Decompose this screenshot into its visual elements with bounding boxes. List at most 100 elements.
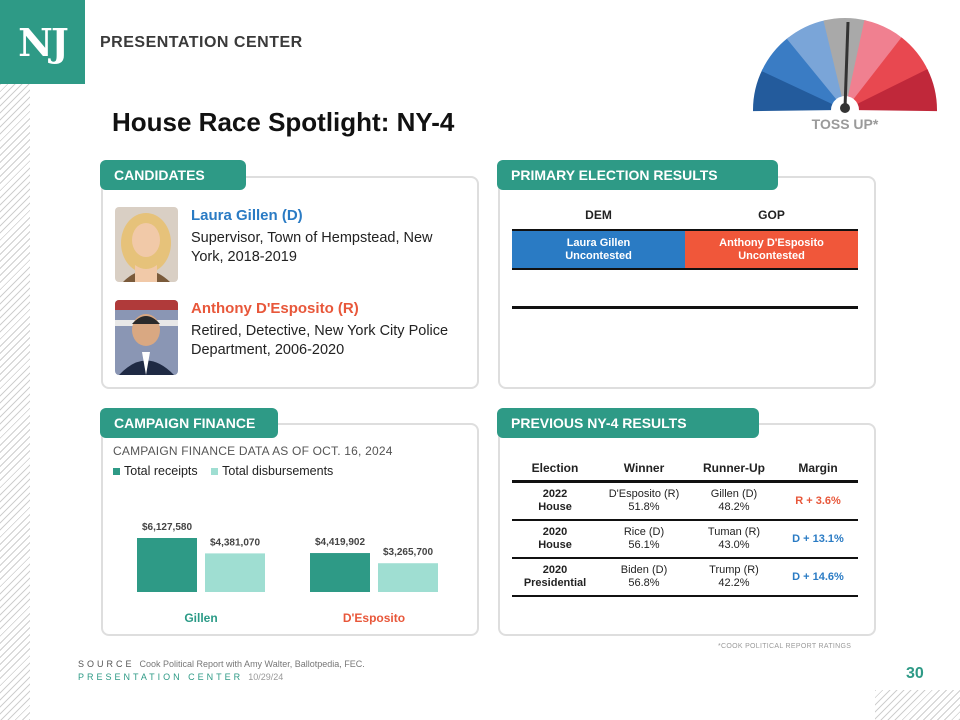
margin-value: D + 13.1% bbox=[792, 532, 844, 545]
footer-date: 10/29/24 bbox=[248, 672, 284, 682]
primary-bottom-rule bbox=[512, 306, 858, 309]
table-cell: D + 14.6% bbox=[778, 558, 858, 596]
bar-value-label: $4,381,070 bbox=[210, 537, 260, 548]
source-label: SOURCE bbox=[78, 659, 135, 669]
legend-swatch-receipts bbox=[113, 468, 120, 476]
table-cell: Trump (R) 42.2% bbox=[690, 558, 778, 596]
election-type: House bbox=[538, 501, 572, 513]
bar-disbursements bbox=[205, 553, 265, 592]
col-margin: Margin bbox=[798, 461, 838, 475]
gauge-segment bbox=[847, 20, 904, 100]
runner-name: Gillen (D) bbox=[710, 488, 758, 500]
table-cell: 2020 Presidential bbox=[512, 558, 598, 596]
primary-header-rule bbox=[512, 229, 858, 231]
runner-name: Tuman (R) bbox=[707, 526, 761, 538]
legend-receipts: Total receipts bbox=[124, 464, 198, 478]
table-cell: 2022 House bbox=[512, 482, 598, 521]
page-number: 30 bbox=[906, 665, 924, 682]
gauge-segment bbox=[823, 18, 867, 97]
previous-results-table: Election Winner Runner-Up Margin 2022 Hou… bbox=[512, 456, 858, 597]
dem-primary-name: Laura Gillen bbox=[566, 236, 631, 249]
bar-value-label: $4,419,902 bbox=[315, 537, 365, 548]
dem-primary-status: Uncontested bbox=[565, 249, 632, 262]
primary-tab: PRIMARY ELECTION RESULTS bbox=[497, 160, 778, 190]
margin-value: R + 3.6% bbox=[795, 494, 841, 507]
bar-receipts bbox=[310, 553, 370, 592]
brand-title: PRESENTATION CENTER bbox=[100, 34, 303, 51]
winner-name: Rice (D) bbox=[623, 526, 665, 538]
finance-chart: $6,127,580 $4,381,070 Gillen $4,419,902 $3,2… bbox=[137, 522, 438, 625]
election-year: 2020 bbox=[542, 526, 568, 538]
table-header-row: Election Winner Runner-Up Margin bbox=[512, 456, 858, 482]
table-row: 2020 House Rice (D) 56.1% Tuman (R) 43.0% D + … bbox=[512, 520, 858, 558]
legend-swatch-disbursements bbox=[211, 468, 219, 476]
presentation-footer: PRESENTATION CENTER 10/29/24 bbox=[78, 672, 283, 682]
table-cell: Biden (D) 56.8% bbox=[598, 558, 690, 596]
finance-legend: Total receipts Total disbursements bbox=[113, 464, 333, 478]
gop-header: GOP bbox=[758, 208, 785, 222]
candidate-name: Laura Gillen (D) bbox=[191, 207, 303, 224]
source-line: SOURCE Cook Political Report with Amy Wal… bbox=[78, 659, 365, 669]
table-cell: D'Esposito (R) 51.8% bbox=[598, 482, 690, 521]
table-cell: Rice (D) 56.1% bbox=[598, 520, 690, 558]
bar-value-label: $3,265,700 bbox=[383, 547, 433, 558]
gauge-segment bbox=[753, 69, 833, 112]
table-row: 2022 House D'Esposito (R) 51.8% Gillen (D) 48… bbox=[512, 482, 858, 521]
table-row: 2020 Presidential Biden (D) 56.8% Trump (R) 4… bbox=[512, 558, 858, 596]
finance-panel bbox=[101, 423, 479, 636]
source-text: Cook Political Report with Amy Walter, B… bbox=[139, 659, 365, 669]
dem-header: DEM bbox=[585, 208, 612, 222]
dem-primary-cell: Laura Gillen Uncontested bbox=[512, 231, 685, 268]
table-cell: D + 13.1% bbox=[778, 520, 858, 558]
avatar bbox=[115, 300, 178, 375]
winner-name: D'Esposito (R) bbox=[608, 488, 680, 500]
col-runner-up: Runner-Up bbox=[703, 461, 765, 475]
finance-tab: CAMPAIGN FINANCE bbox=[100, 408, 278, 438]
rating-footnote: *COOK POLITICAL REPORT RATINGS bbox=[718, 643, 852, 650]
election-year: 2022 bbox=[542, 488, 568, 500]
gop-primary-cell: Anthony D'Esposito Uncontested bbox=[685, 231, 858, 268]
runner-pct: 48.2% bbox=[718, 501, 750, 513]
previous-tab: PREVIOUS NY-4 RESULTS bbox=[497, 408, 759, 438]
finance-note: CAMPAIGN FINANCE DATA AS OF OCT. 16, 202… bbox=[113, 444, 393, 458]
primary-panel bbox=[498, 176, 876, 389]
election-type: Presidential bbox=[523, 577, 587, 589]
bar-value-label: $6,127,580 bbox=[142, 522, 192, 533]
table-cell: R + 3.6% bbox=[778, 482, 858, 521]
margin-value: D + 14.6% bbox=[792, 570, 844, 583]
election-type: House bbox=[538, 539, 572, 551]
left-hatch-decoration bbox=[0, 84, 30, 720]
candidates-tab: CANDIDATES bbox=[100, 160, 246, 190]
primary-row-rule bbox=[512, 268, 858, 270]
table-cell: Gillen (D) 48.2% bbox=[690, 482, 778, 521]
gauge-segment bbox=[761, 37, 837, 105]
bottom-right-hatch-decoration bbox=[875, 690, 960, 720]
winner-pct: 56.8% bbox=[628, 577, 660, 589]
candidate-description: Supervisor, Town of Hempstead, New York,… bbox=[191, 230, 433, 265]
winner-name: Biden (D) bbox=[620, 564, 668, 576]
table-cell: 2020 House bbox=[512, 520, 598, 558]
rating-gauge bbox=[753, 18, 937, 113]
winner-pct: 56.1% bbox=[628, 539, 660, 551]
slide-title: House Race Spotlight: NY-4 bbox=[112, 107, 455, 137]
bar-receipts bbox=[137, 538, 197, 592]
col-election: Election bbox=[531, 461, 579, 475]
gauge-segment bbox=[853, 37, 929, 105]
candidate-description: Retired, Detective, New York City Police… bbox=[191, 323, 449, 358]
category-label: Gillen bbox=[184, 611, 217, 625]
gauge-segment bbox=[857, 69, 937, 112]
presentation-label: PRESENTATION CENTER bbox=[78, 672, 244, 682]
rating-label: TOSS UP* bbox=[811, 116, 879, 132]
nj-logo: NJ bbox=[0, 0, 85, 84]
category-label: D'Esposito bbox=[343, 611, 405, 625]
avatar bbox=[115, 207, 178, 282]
runner-pct: 42.2% bbox=[718, 577, 750, 589]
runner-name: Trump (R) bbox=[709, 564, 759, 576]
gop-primary-status: Uncontested bbox=[738, 249, 805, 262]
election-year: 2020 bbox=[542, 564, 568, 576]
winner-pct: 51.8% bbox=[628, 501, 660, 513]
table-cell: Tuman (R) 43.0% bbox=[690, 520, 778, 558]
legend-disbursements: Total disbursements bbox=[222, 464, 334, 478]
runner-pct: 43.0% bbox=[718, 539, 750, 551]
candidate-name: Anthony D'Esposito (R) bbox=[191, 300, 359, 317]
